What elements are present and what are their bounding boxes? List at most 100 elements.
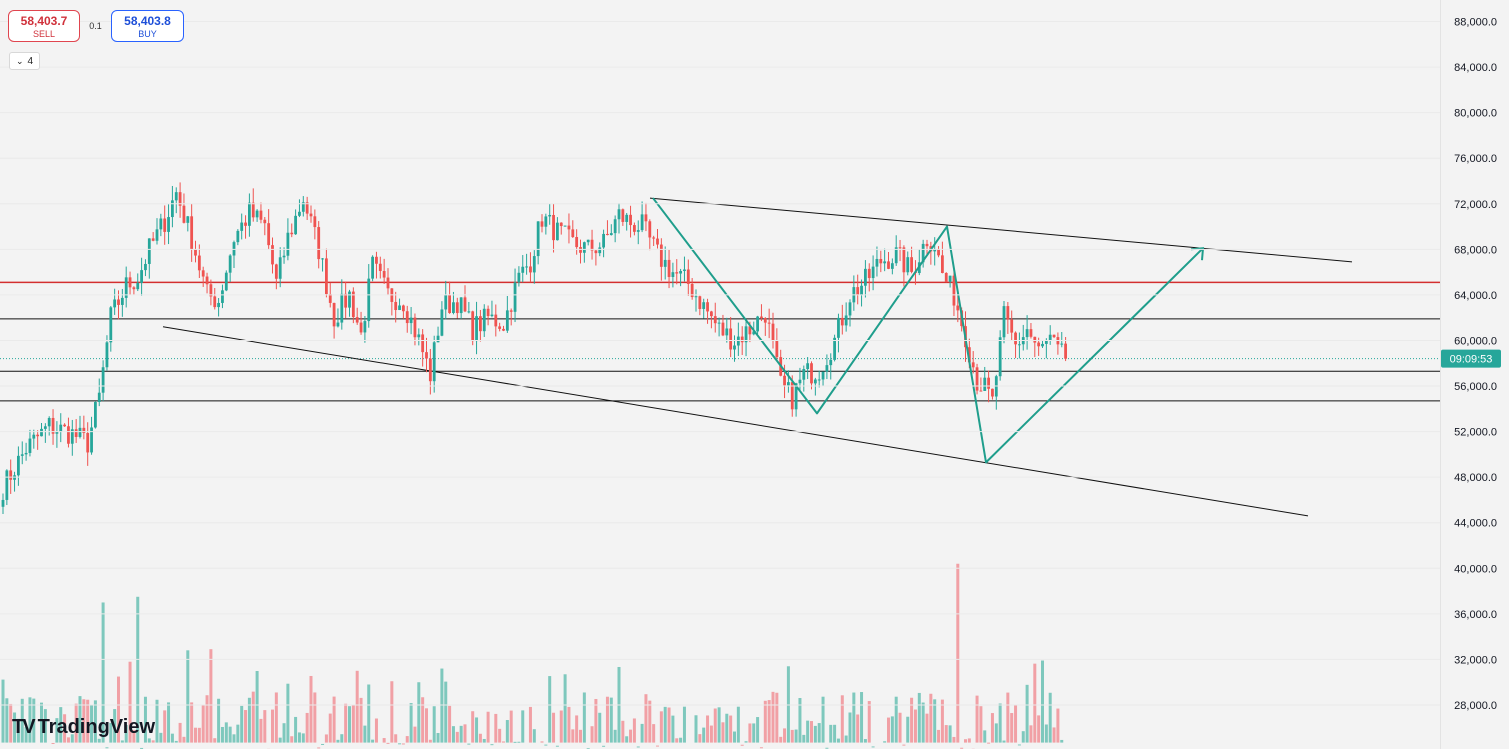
volume-bar	[105, 747, 109, 749]
candle-body	[948, 275, 952, 282]
volume-bar	[405, 736, 409, 743]
volume-bar	[582, 692, 586, 743]
candle-body	[502, 328, 505, 331]
volume-bar	[394, 734, 398, 743]
volume-bar	[390, 681, 394, 743]
candle-body	[128, 277, 132, 288]
sell-price: 58,403.7	[20, 14, 68, 28]
candle-body	[798, 379, 802, 384]
candle-body	[579, 247, 582, 253]
volume-bar	[371, 739, 375, 743]
candle-body	[933, 249, 937, 252]
volume-bar	[1, 679, 5, 743]
volume-bar	[297, 732, 301, 743]
volume-bar	[767, 700, 771, 743]
candle-body	[802, 369, 806, 380]
candle-body	[94, 402, 97, 428]
volume-bar	[940, 699, 944, 743]
volume-bar	[13, 712, 17, 743]
volume-bar	[74, 703, 78, 743]
volume-bar	[374, 718, 378, 743]
sell-label: SELL	[32, 29, 56, 39]
volume-bar	[1037, 715, 1041, 743]
volume-bar	[344, 703, 348, 743]
tradingview-logo[interactable]: TV TradingView	[12, 716, 155, 739]
volume-bar	[117, 676, 120, 743]
candle-body	[517, 272, 521, 283]
candle-body	[787, 382, 790, 386]
volume-bar	[28, 697, 32, 743]
buy-button[interactable]: 58,403.8 BUY	[111, 10, 184, 42]
volume-bar	[917, 692, 921, 743]
horizontal-levels	[0, 281, 1440, 402]
volume-bar	[428, 739, 432, 743]
candle-body	[120, 297, 124, 305]
volume-bar	[502, 741, 505, 743]
trend-line	[649, 197, 1353, 263]
candle-body	[844, 315, 848, 326]
volume-bar	[644, 694, 648, 743]
volume-bar	[1048, 692, 1052, 743]
volume-bar	[1056, 708, 1060, 743]
volume-bar	[417, 682, 421, 743]
indicator-collapse-button[interactable]: ⌄ 4	[9, 52, 40, 70]
volume-bar	[567, 706, 571, 743]
volume-bar	[32, 698, 36, 743]
axis-tick-label: 44,000.0	[1454, 518, 1497, 530]
candle-body	[467, 311, 471, 313]
candle-body	[991, 388, 994, 397]
candle-body	[20, 454, 24, 456]
candle-body	[205, 276, 209, 285]
sell-button[interactable]: 58,403.7 SELL	[8, 10, 80, 42]
candle-body	[136, 282, 140, 290]
candle-body	[1037, 342, 1041, 347]
volume-bar	[93, 700, 97, 743]
volume-bar	[24, 727, 28, 743]
candle-body	[667, 259, 671, 277]
volume-bar	[313, 692, 317, 743]
candle-body	[409, 317, 413, 324]
volume-bar	[571, 729, 575, 743]
volume-bar	[609, 697, 613, 743]
volume-bar	[324, 734, 328, 743]
volume-bar	[232, 734, 236, 743]
candle-body	[375, 256, 378, 264]
candle-body	[702, 302, 706, 309]
volume-bar	[790, 729, 794, 743]
volume-bar	[274, 692, 278, 743]
candle-body	[944, 272, 948, 282]
candle-body	[421, 334, 425, 353]
candle-body	[224, 272, 228, 291]
candle-body	[771, 323, 775, 341]
candle-body	[78, 427, 82, 437]
volume-bar	[97, 738, 101, 743]
candle-body	[440, 309, 444, 336]
candle-body	[582, 242, 586, 253]
candle-body	[479, 316, 482, 332]
candle-body	[509, 310, 513, 312]
volume-bar	[359, 697, 363, 743]
brand-name: TradingView	[37, 716, 156, 738]
axis-tick-label: 76,000.0	[1454, 153, 1497, 165]
candle-body	[513, 282, 517, 312]
volume-bar	[821, 696, 825, 743]
candle-body	[101, 367, 105, 393]
candle-body	[1018, 344, 1021, 346]
volume-bar	[948, 725, 952, 743]
volume-bar	[944, 725, 948, 743]
candle-body	[521, 266, 525, 273]
candle-body	[683, 269, 686, 272]
volume-bar	[867, 701, 871, 743]
candlesticks	[1, 182, 1067, 514]
volume-bar	[382, 738, 386, 743]
volume-bar	[733, 731, 736, 743]
volume-bar	[675, 738, 679, 743]
price-tag-box	[1441, 349, 1501, 368]
price-axis[interactable]: 88,000.0 84,000.0 80,000.0 76,000.0 72,000.0…	[0, 17, 1497, 713]
volume-bar	[956, 563, 960, 743]
axis-tick-label: 68,000.0	[1454, 244, 1497, 256]
volume-bar	[579, 729, 582, 743]
candle-body	[344, 293, 348, 308]
volume-bar	[694, 715, 698, 743]
